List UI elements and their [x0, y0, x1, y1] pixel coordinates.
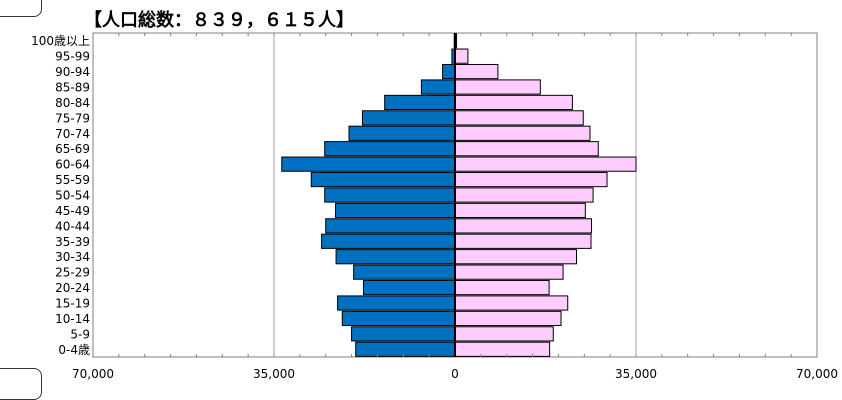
chart-title: 【人口総数：８３９，６１５人】	[84, 9, 354, 31]
y-tick-label: 10-14	[55, 312, 90, 326]
bar-left	[310, 171, 456, 188]
bar-right	[454, 141, 599, 157]
bar-left	[420, 79, 456, 95]
bars-layer	[281, 33, 637, 357]
y-tick-label: 45-49	[55, 204, 90, 218]
bar-right	[454, 125, 591, 141]
y-tick-label: 90-94	[55, 65, 90, 79]
bar-left	[355, 341, 456, 357]
y-tick-label: 20-24	[55, 281, 90, 295]
y-tick-label: 85-89	[55, 81, 90, 95]
bar-left	[353, 264, 456, 280]
bar-right	[454, 94, 573, 111]
bar-left	[321, 233, 456, 249]
x-tick-label: 35,000	[253, 367, 295, 381]
x-tick-label: 70,000	[796, 367, 838, 381]
y-tick-label: 40-44	[55, 219, 90, 233]
bar-right	[454, 233, 592, 249]
y-tick-label: 75-79	[55, 111, 90, 125]
bar-right	[454, 171, 608, 188]
y-tick-label: 50-54	[55, 189, 90, 203]
frame-corner-top	[0, 0, 42, 17]
y-tick-label: 15-19	[55, 297, 90, 311]
bar-right	[454, 249, 578, 265]
bar-right	[454, 218, 593, 234]
bar-right	[454, 310, 562, 327]
bar-right	[454, 279, 550, 296]
bar-left	[335, 202, 456, 219]
bar-left	[351, 326, 456, 342]
y-tick-label: 100歳以上	[31, 34, 90, 48]
x-tick-label: 35,000	[615, 367, 657, 381]
bar-right	[454, 110, 584, 126]
bar-left	[442, 63, 456, 80]
bar-right	[454, 79, 541, 95]
bar-right	[454, 63, 499, 80]
bar-right	[454, 264, 564, 280]
bar-left	[361, 110, 456, 126]
y-tick-label: 70-74	[55, 127, 90, 141]
bar-left	[348, 125, 456, 141]
bar-left	[325, 218, 456, 234]
bar-left	[324, 141, 456, 157]
bar-right	[454, 48, 469, 64]
y-tick-label: 5-9	[70, 327, 90, 341]
bar-right	[454, 156, 637, 172]
bar-left	[281, 156, 456, 172]
y-tick-label: 55-59	[55, 173, 90, 187]
x-tick-label: 70,000	[72, 367, 114, 381]
bar-right	[454, 326, 554, 342]
bar-right	[454, 341, 551, 357]
bar-left	[362, 279, 456, 296]
axis-layer	[92, 33, 818, 357]
bar-left	[384, 94, 456, 111]
bar-left	[324, 187, 456, 203]
y-tick-label: 30-34	[55, 250, 90, 264]
y-tick-label: 0-4歳	[58, 343, 90, 357]
y-tick-label: 80-84	[55, 96, 90, 110]
bar-right	[454, 202, 586, 219]
bar-left	[337, 295, 456, 311]
y-tick-label: 25-29	[55, 266, 90, 280]
bar-left	[335, 249, 456, 265]
y-tick-label: 35-39	[55, 235, 90, 249]
bar-left	[341, 310, 456, 327]
y-tick-label: 65-69	[55, 142, 90, 156]
bar-right	[454, 295, 569, 311]
x-tick-label: 0	[451, 367, 459, 381]
y-tick-label: 60-64	[55, 158, 90, 172]
bar-right	[454, 187, 594, 203]
y-tick-label: 95-99	[55, 50, 90, 64]
